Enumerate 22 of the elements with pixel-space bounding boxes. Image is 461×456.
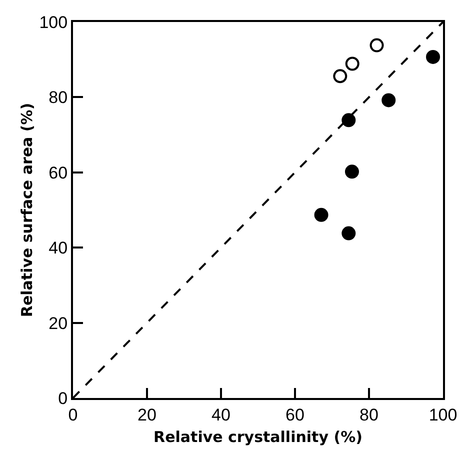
point — [314, 208, 328, 222]
point — [342, 113, 356, 128]
y-tick-label: 80 — [48, 88, 68, 108]
point — [342, 226, 356, 240]
x-tick-label: 100 — [428, 405, 458, 424]
point — [370, 38, 384, 52]
y-tick-label: 40 — [48, 238, 68, 258]
y-tick-label: 0 — [58, 388, 68, 408]
x-tick-label: 20 — [138, 405, 156, 424]
point — [426, 50, 440, 64]
point — [345, 56, 360, 71]
x-tick-label: 80 — [360, 405, 378, 424]
point — [382, 93, 396, 108]
x-tick-label: 40 — [212, 405, 230, 424]
point — [344, 164, 359, 179]
y-tick-label: 20 — [48, 314, 68, 333]
x-tick-label: 60 — [286, 405, 304, 424]
y-axis-title: Relative surface area (%) — [18, 102, 36, 318]
y-tick-label: 100 — [39, 12, 68, 32]
point — [333, 69, 348, 84]
x-axis-title: Relative crystallinity (%) — [154, 428, 362, 446]
y-tick-label: 60 — [48, 163, 68, 182]
